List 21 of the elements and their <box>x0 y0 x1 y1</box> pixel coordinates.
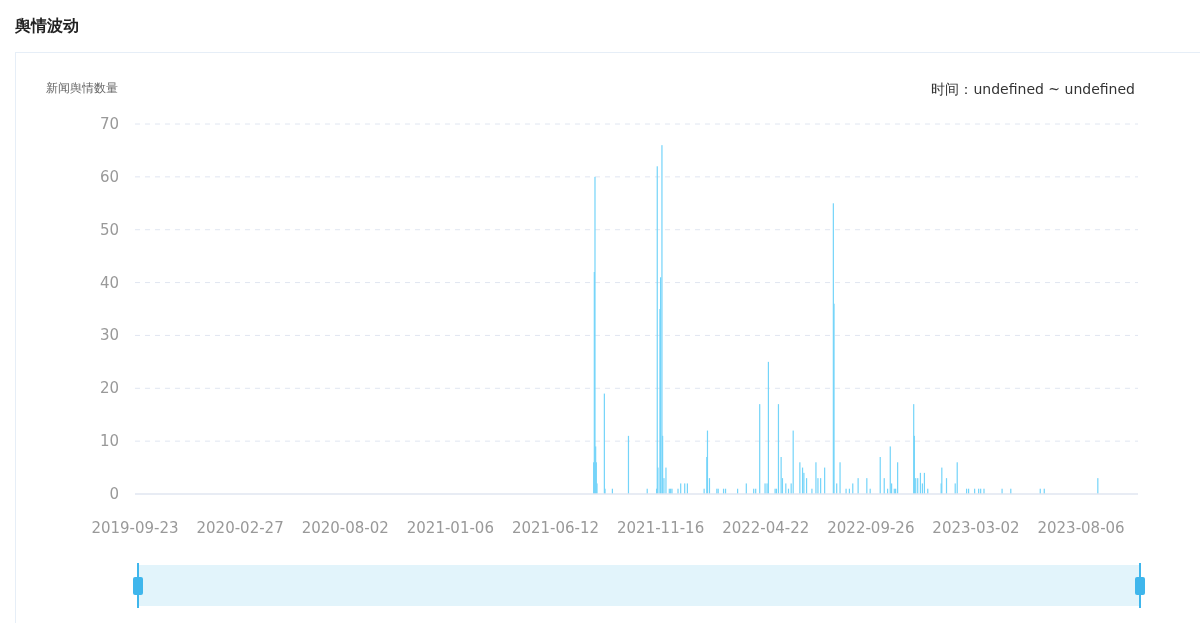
x-tick-label: 2020-02-27 <box>196 519 284 537</box>
y-tick-label: 30 <box>99 326 119 345</box>
x-tick-label: 2021-11-16 <box>617 519 705 537</box>
chart-title: 舆情波动 <box>14 16 79 35</box>
x-tick-label: 2021-01-06 <box>406 519 494 537</box>
y-tick-label: 40 <box>99 273 119 292</box>
x-tick-label: 2019-09-23 <box>91 519 179 537</box>
x-tick-label: 2022-04-22 <box>722 519 810 537</box>
x-tick-label: 2022-09-26 <box>827 519 915 537</box>
y-tick-label: 60 <box>99 167 119 186</box>
x-tick-label: 2023-03-02 <box>932 519 1020 537</box>
y-tick-label: 10 <box>99 432 119 451</box>
x-tick-label: 2020-08-02 <box>301 519 389 537</box>
y-tick-label: 70 <box>99 115 119 133</box>
x-tick-label: 2023-08-06 <box>1037 519 1125 537</box>
text: 时间：undefined ~ undefined <box>931 81 1135 97</box>
y-tick-label: 20 <box>99 379 119 398</box>
y-tick-label: 0 <box>109 485 119 503</box>
x-tick-label: 2021-06-12 <box>511 519 600 537</box>
y-axis-title: 新闻舆情数量 <box>46 81 118 95</box>
y-tick-label: 50 <box>99 220 119 239</box>
